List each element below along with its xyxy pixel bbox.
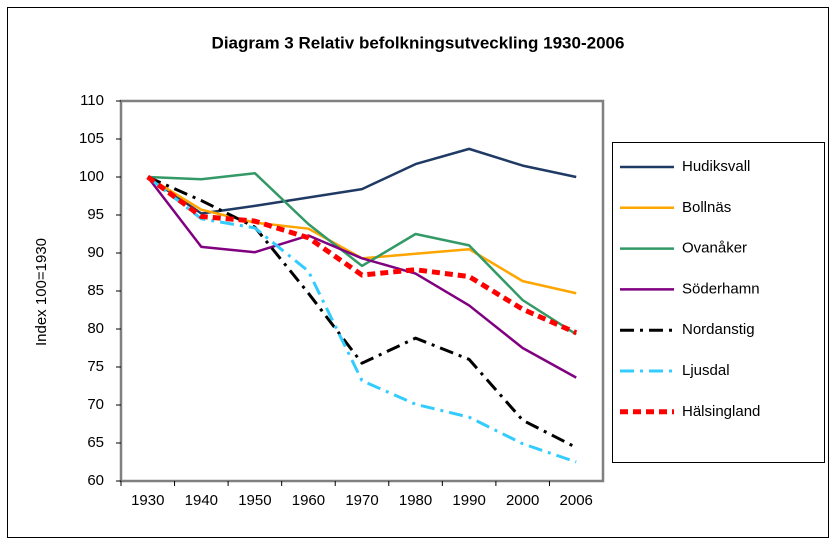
y-tick-label: 65 xyxy=(87,434,104,451)
legend-label: Ljusdal xyxy=(682,362,730,379)
x-tick-label: 1960 xyxy=(292,492,325,509)
x-tick-label: 1940 xyxy=(185,492,218,509)
x-tick-label: 1950 xyxy=(238,492,271,509)
legend-label: Hälsingland xyxy=(682,403,760,420)
legend-label: Nordanstig xyxy=(682,321,755,338)
series-line xyxy=(147,171,577,336)
chart-title: Diagram 3 Relativ befolkningsutveckling … xyxy=(212,33,625,52)
series-line xyxy=(146,174,578,336)
series-line xyxy=(146,175,577,464)
x-tick-label: 1970 xyxy=(345,492,378,509)
y-tick-label: 90 xyxy=(87,244,104,261)
y-tick-label: 70 xyxy=(87,396,104,413)
y-tick-label: 75 xyxy=(87,358,104,375)
legend xyxy=(612,142,825,463)
y-tick-label: 105 xyxy=(79,130,104,147)
y-tick-label: 110 xyxy=(80,92,104,109)
y-tick-label: 60 xyxy=(87,472,104,489)
x-tick-label: 1980 xyxy=(399,492,432,509)
legend-label: Söderhamn xyxy=(682,280,760,297)
legend-label: Ovanåker xyxy=(682,240,747,257)
legend-label: Bollnäs xyxy=(682,199,731,216)
x-tick-label: 1990 xyxy=(452,492,485,509)
series-line xyxy=(147,175,577,449)
y-tick-label: 80 xyxy=(87,320,104,337)
y-tick-label: 95 xyxy=(87,206,104,223)
legend-label: Hudiksvall xyxy=(682,158,750,175)
y-tick-label: 100 xyxy=(79,168,104,185)
x-tick-label: 1930 xyxy=(131,492,164,509)
x-tick-label: 2000 xyxy=(506,492,539,509)
series-line xyxy=(146,176,577,379)
y-axis-label: Index 100=1930 xyxy=(33,238,50,346)
x-tick-label: 2006 xyxy=(560,492,593,509)
y-tick-label: 85 xyxy=(87,282,104,299)
